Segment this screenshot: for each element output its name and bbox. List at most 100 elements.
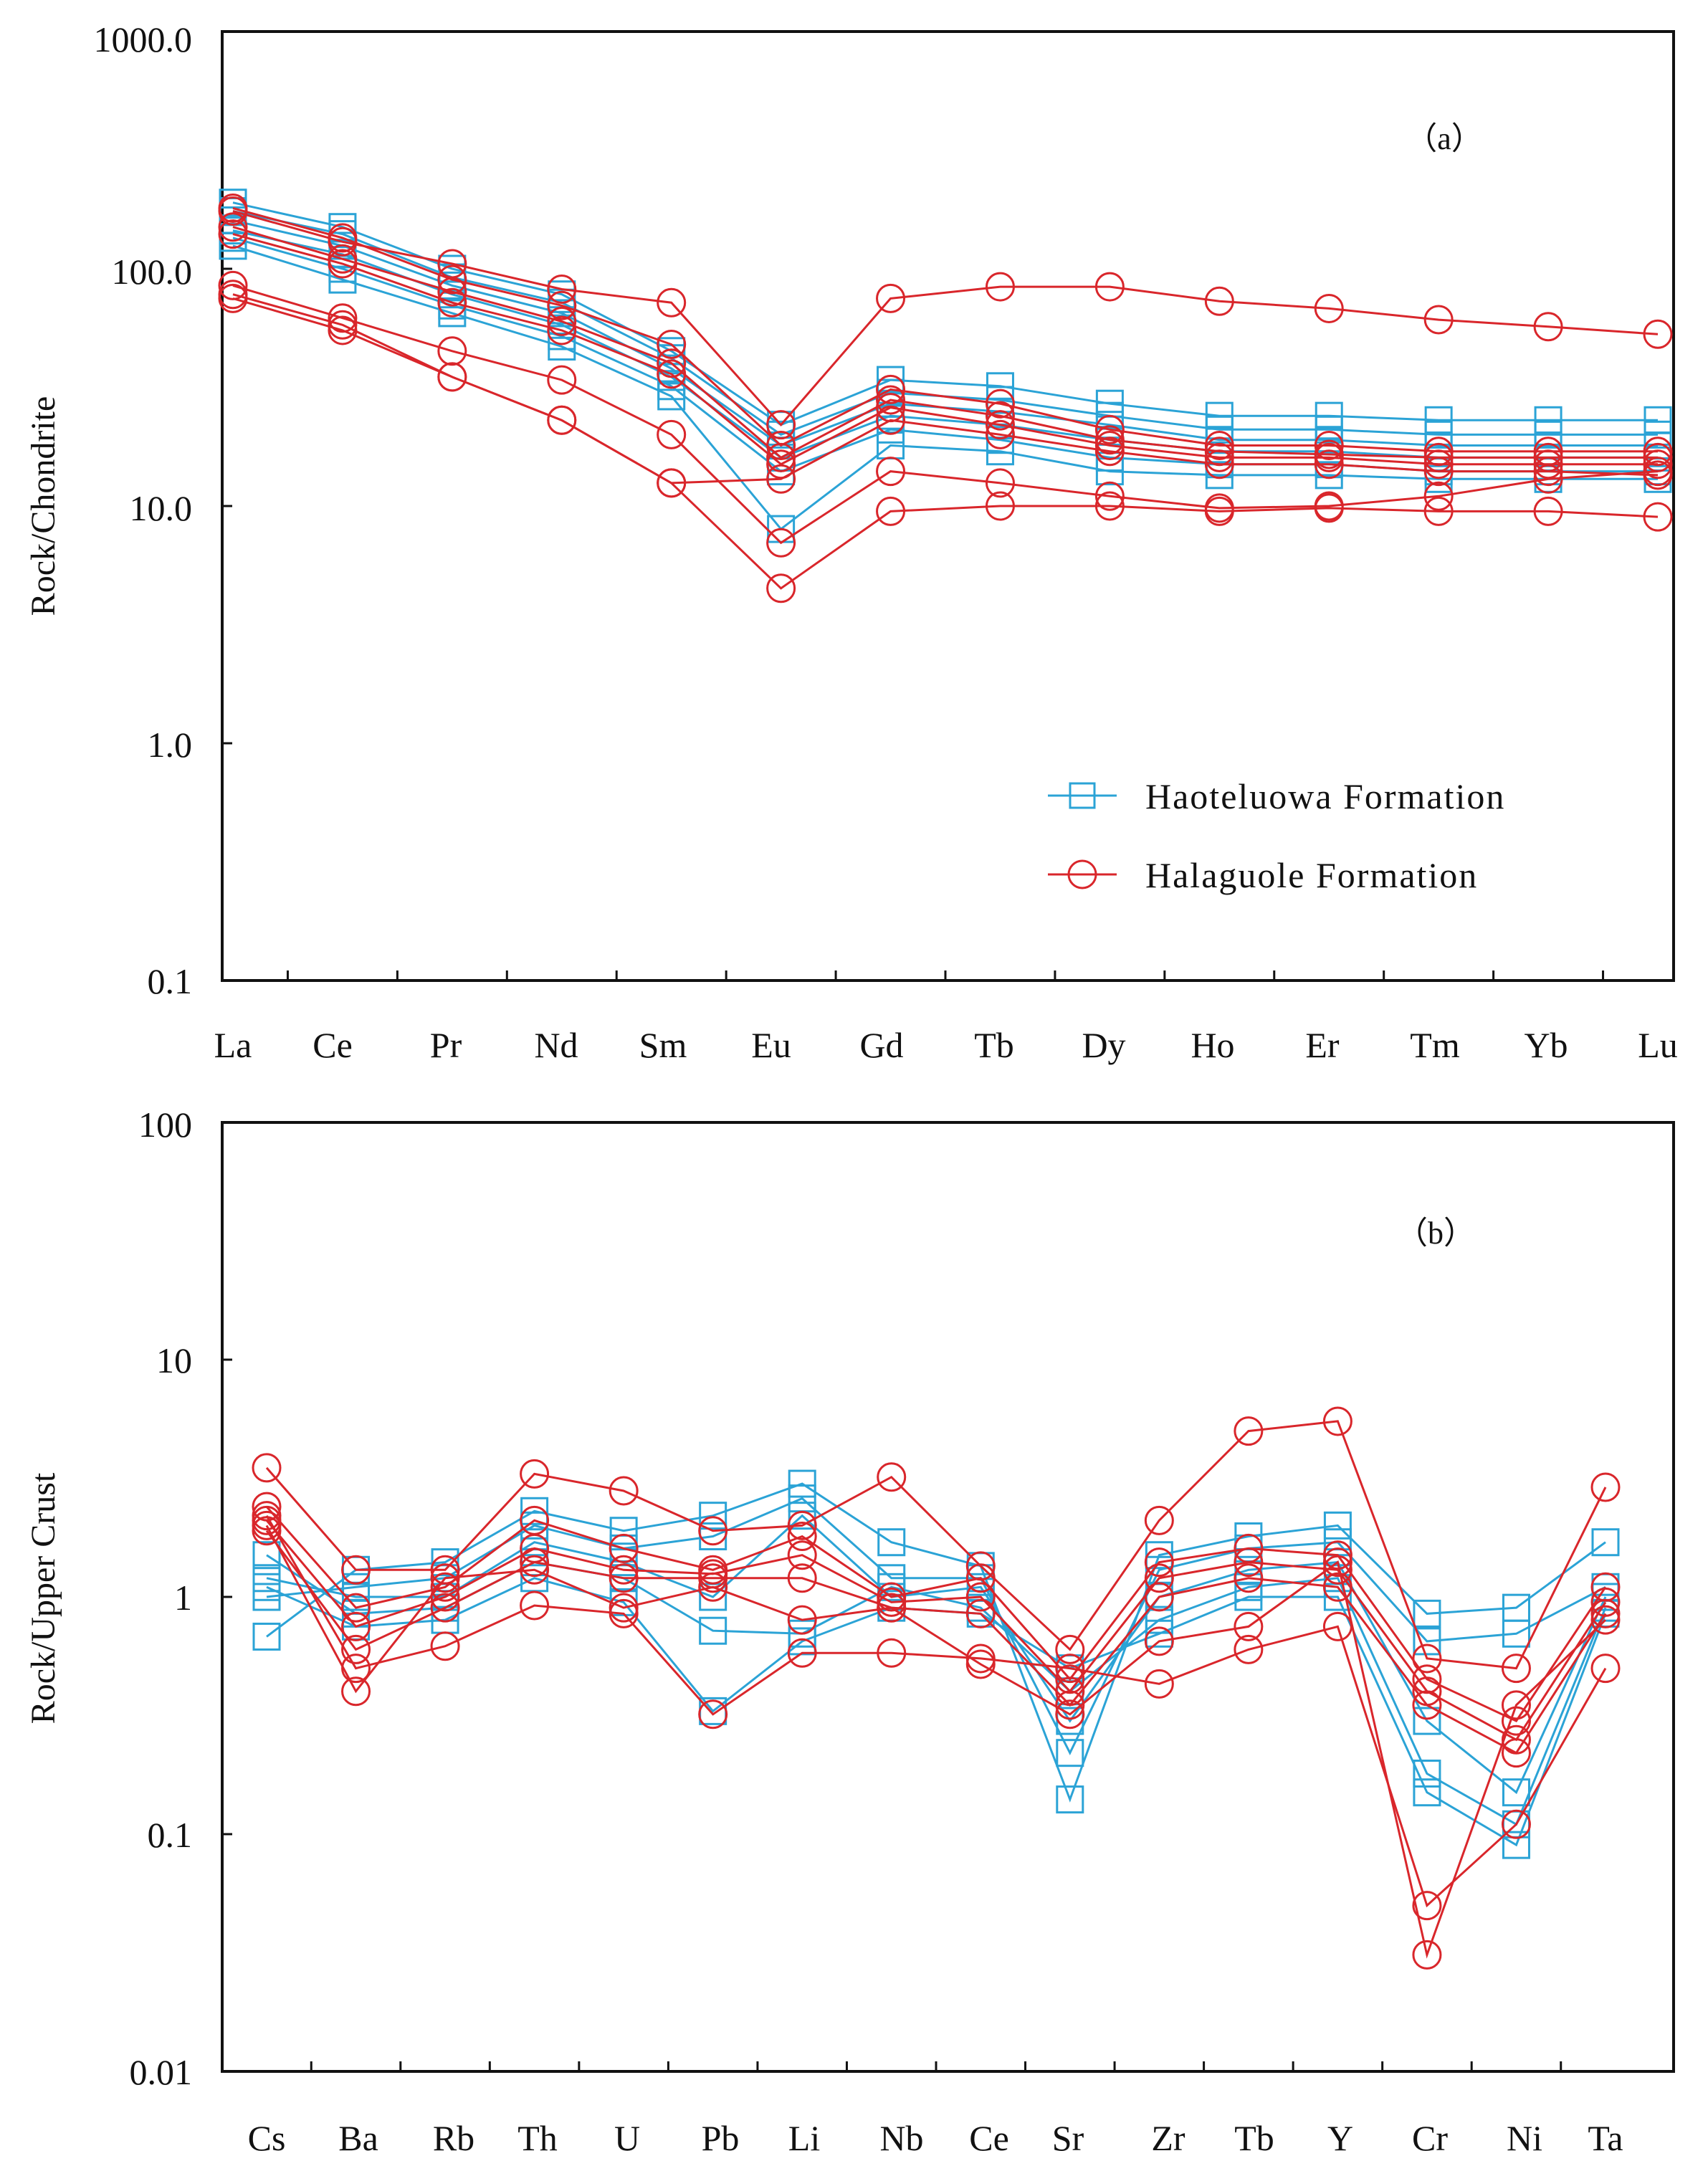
b-point-Cs [252, 1492, 282, 1522]
a-point-Sm [657, 359, 687, 389]
b-point-Sr [1055, 1699, 1085, 1730]
b-point-Li [787, 1638, 817, 1668]
a-point-Tm [1424, 464, 1453, 493]
a-point-Er [1314, 449, 1344, 480]
b-point-Pb [698, 1572, 728, 1602]
panel-b-series [252, 1406, 1621, 1970]
panel-b-ticks [222, 1121, 1563, 2073]
b-point-Ce [965, 1563, 996, 1593]
a-cat-Ho: Ho [1191, 1025, 1234, 1065]
panel-a-ticks [222, 30, 1605, 982]
a-series-7-halaguole [218, 194, 1673, 467]
a-point-Lu [1643, 442, 1673, 472]
b-point-Y [1322, 1555, 1352, 1585]
b-point-Cr [1412, 1690, 1442, 1720]
b-point-Li [787, 1540, 817, 1570]
b-point-Sr [1055, 1654, 1085, 1684]
b-category-labels: Cs Ba Rb Th U Pb Li Nb Ce Sr Zr Tb Y Cr … [248, 2118, 1623, 2158]
legend-label-haoteluowa: Haoteluowa Formation [1145, 776, 1505, 816]
b-point-Sr [1056, 1739, 1084, 1767]
a-point-Pr [437, 277, 467, 307]
b-point-Cs [252, 1622, 281, 1651]
a-point-Gd [877, 415, 905, 444]
b-point-Cr [1413, 1760, 1441, 1788]
a-point-Tb [985, 468, 1015, 498]
b-series-line [266, 1514, 1607, 1795]
a-point-Tm [1423, 496, 1454, 526]
b-point-U [609, 1517, 638, 1545]
b-point-Ba [341, 1634, 371, 1664]
b-point-Tb [1234, 1547, 1264, 1578]
b-point-Cs [252, 1573, 281, 1601]
a-cat-Yb: Yb [1524, 1025, 1568, 1065]
b-point-Ni [1502, 1831, 1530, 1859]
a-point-Ce [328, 303, 358, 333]
a-point-Ce [328, 265, 357, 294]
b-point-Cs [252, 1501, 282, 1531]
b-series-9-halaguole [252, 1501, 1621, 1921]
b-point-Zr [1144, 1547, 1174, 1578]
b-cat-Ce: Ce [969, 2118, 1009, 2158]
b-cat-Th: Th [517, 2118, 558, 2158]
b-point-Nb [877, 1528, 906, 1557]
a-point-La [218, 219, 248, 249]
a-point-Tm [1423, 305, 1454, 335]
b-point-Th [520, 1459, 550, 1489]
b-point-Sr [1055, 1634, 1085, 1664]
a-point-Tb [985, 491, 1015, 521]
a-point-Ce [328, 315, 358, 345]
a-point-Dy [1094, 414, 1125, 444]
b-point-Cr [1413, 1707, 1441, 1735]
b-series-line [266, 1497, 1606, 1756]
a-series-line [232, 233, 1658, 466]
a-cat-Lu: Lu [1638, 1025, 1678, 1065]
b-point-Zr [1145, 1541, 1173, 1570]
b-cat-Rb: Rb [433, 2118, 474, 2158]
b-series-line [265, 1530, 1607, 1755]
a-point-Er [1315, 461, 1343, 490]
b-point-Ta [1590, 1572, 1621, 1602]
b-point-Cs [252, 1510, 282, 1540]
a-point-La [219, 232, 247, 260]
a-series-6-halaguole [218, 196, 1673, 440]
b-point-Ce [965, 1649, 996, 1679]
a-point-Ce [328, 249, 358, 279]
a-point-Dy [1094, 436, 1125, 467]
b-point-Tb [1234, 1611, 1264, 1641]
a-point-Gd [876, 283, 906, 313]
a-point-Yb [1533, 464, 1563, 494]
b-point-Ni [1501, 1809, 1531, 1839]
b-point-U [609, 1598, 639, 1628]
b-point-Ta [1590, 1587, 1621, 1617]
a-point-Er [1314, 431, 1344, 461]
b-point-Rb [430, 1572, 460, 1602]
b-point-Zr [1144, 1626, 1174, 1656]
b-point-Li [787, 1605, 817, 1635]
b-point-U [609, 1563, 639, 1593]
b-cat-Zr: Zr [1151, 2118, 1185, 2158]
a-point-Sm [657, 348, 687, 378]
a-point-Pr [437, 264, 467, 295]
a-point-Sm [657, 468, 687, 498]
a-point-Ho [1204, 496, 1234, 526]
b-point-Pb [699, 1502, 727, 1530]
b-point-Ta [1590, 1605, 1621, 1635]
a-point-Tb [985, 272, 1015, 302]
legend-item-haoteluowa: Haoteluowa Formation [1048, 776, 1505, 816]
b-point-Li [788, 1469, 816, 1498]
a-series-9-halaguole [218, 219, 1673, 480]
b-point-Tb [1234, 1563, 1264, 1593]
b-series-6-halaguole [252, 1492, 1621, 1736]
b-point-Y [1322, 1547, 1352, 1578]
a-series-line [232, 297, 1659, 485]
b-point-Rb [430, 1563, 460, 1593]
b-point-Ba [341, 1654, 371, 1684]
a-point-Eu [766, 573, 796, 603]
a-point-Nd [547, 315, 577, 345]
b-cat-Pb: Pb [702, 2118, 740, 2158]
a-series-line [232, 210, 1659, 426]
a-point-Ho [1205, 461, 1234, 490]
a-point-Yb [1533, 496, 1563, 526]
b-point-Y [1322, 1540, 1352, 1570]
